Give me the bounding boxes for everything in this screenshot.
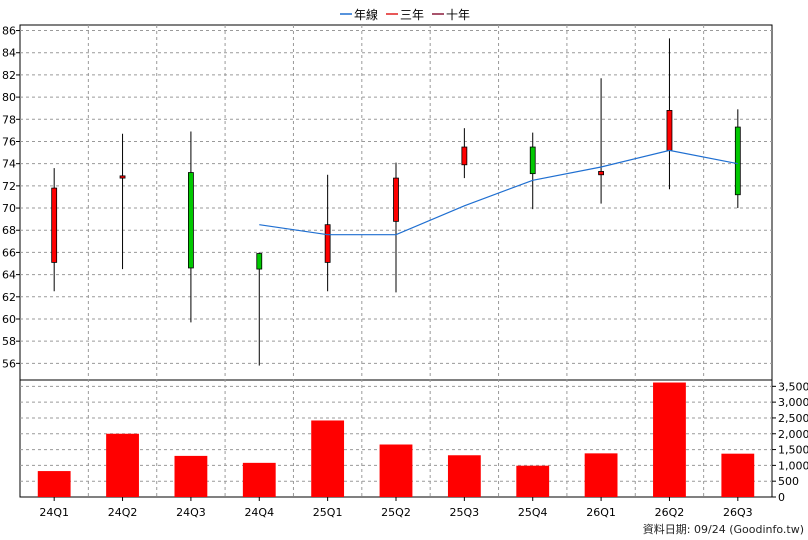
price-tick-label: 66 [2,246,16,259]
candle-body [666,110,673,151]
candlestick [598,78,604,204]
candlestick [119,133,126,270]
price-axis: 56 58 60 62 64 66 68 70 72 74 76 78 80 82 84 86 [2,25,20,370]
candle-body [51,187,58,263]
legend: 年線 三年 十年 [340,7,470,22]
price-tick-label: 58 [2,335,16,348]
price-tick-label: 72 [2,180,16,193]
price-tick-label: 82 [2,69,16,82]
volume-bar [721,453,755,497]
volume-bars [37,382,755,497]
moving-average-lines [259,149,738,236]
candlestick [51,168,58,292]
candle-body [324,224,331,263]
price-tick-label: 74 [2,158,16,171]
x-tick-label: 24Q3 [176,506,206,519]
legend-label-three-year: 三年 [400,8,424,22]
candle-body [529,146,536,175]
price-tick-label: 86 [2,25,16,38]
volume-bar [37,471,71,497]
legend-label-year-line: 年線 [354,7,378,22]
candle-body [598,171,604,176]
price-tick-label: 78 [2,113,16,126]
volume-bar [379,444,413,497]
volume-bar [516,465,550,497]
candle-body [256,253,263,270]
candle-body [188,172,194,269]
price-tick-label: 80 [2,91,16,104]
volume-bar [584,453,618,497]
x-tick-label: 25Q3 [450,506,480,519]
volume-tick-label: 2,500 [778,412,808,425]
candlesticks [51,38,741,366]
candlestick [734,109,741,209]
x-tick-label: 25Q2 [381,506,411,519]
volume-tick-label: 500 [778,475,799,488]
x-tick-label: 24Q2 [108,506,138,519]
price-tick-label: 56 [2,357,16,370]
x-tick-label: 26Q3 [723,506,753,519]
price-tick-label: 70 [2,202,16,215]
volume-bar [106,433,139,497]
volume-tick-label: 2,000 [778,428,808,441]
x-tick-label: 24Q1 [39,506,69,519]
x-tick-label: 25Q1 [313,506,343,519]
candlestick [461,128,468,179]
volume-tick-label: 1,500 [778,444,808,457]
volume-bar [447,455,481,497]
candlestick [529,132,536,210]
price-tick-label: 84 [2,47,16,60]
volume-tick-label: 3,500 [778,380,808,393]
x-axis: 24Q1 24Q2 24Q3 24Q4 25Q1 25Q2 25Q3 25Q4 26Q1 26Q2… [39,497,753,519]
volume-tick-label: 1,000 [778,459,808,472]
candle-body [393,177,399,222]
volume-bar [653,382,686,497]
x-tick-label: 24Q4 [244,506,274,519]
x-tick-label: 25Q4 [518,506,548,519]
price-tick-label: 76 [2,135,16,148]
x-tick-label: 26Q1 [586,506,616,519]
candlestick [666,38,673,190]
candle-body [119,175,126,179]
price-gridlines [20,30,772,364]
candle-body [461,146,468,166]
candlestick [393,162,399,293]
source-note: 資料日期: 09/24 (Goodinfo.tw) [643,522,804,536]
volume-axis: 0 500 1,000 1,500 2,000 2,500 3,000 3,500 [772,380,808,504]
price-tick-label: 64 [2,269,16,282]
candlestick [188,131,194,323]
x-tick-label: 26Q2 [655,506,685,519]
volume-tick-label: 3,000 [778,396,808,409]
volume-bar [174,455,208,497]
candlestick [324,174,331,292]
year-line-series [259,149,738,236]
price-tick-label: 60 [2,313,16,326]
volume-bar [311,420,345,497]
volume-gridlines [20,385,772,482]
legend-label-ten-year: 十年 [446,8,470,22]
price-tick-label: 62 [2,291,16,304]
category-gridlines [87,25,705,497]
volume-bar [242,462,276,497]
candle-body [734,126,741,196]
volume-tick-label: 0 [778,491,785,504]
price-tick-label: 68 [2,224,16,237]
candlestick [256,252,263,366]
